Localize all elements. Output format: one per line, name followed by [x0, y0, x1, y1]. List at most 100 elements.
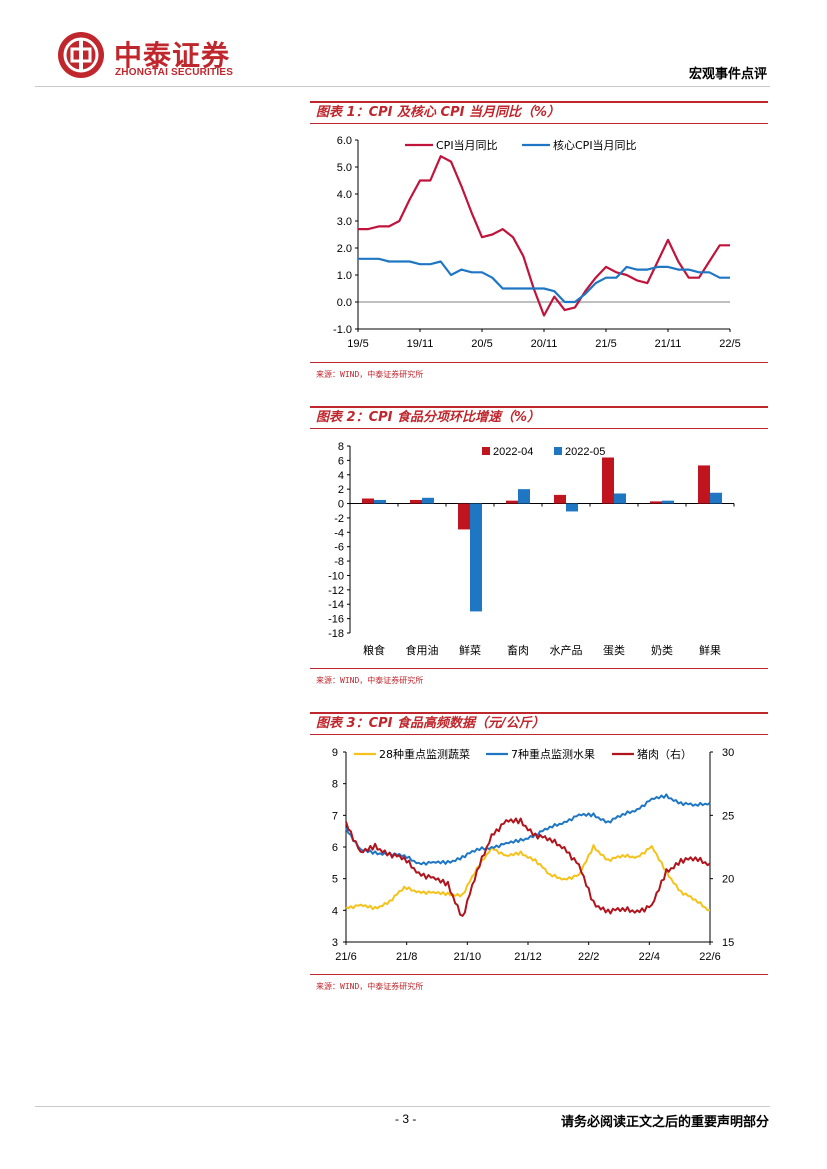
- category-label: 鲜菜: [459, 643, 481, 657]
- figure-3-source: 来源：WIND，中泰证券研究所: [316, 982, 424, 991]
- footer-divider: [35, 1106, 770, 1107]
- y-tick-label: 3.0: [337, 216, 352, 228]
- y-tick-label: -1.0: [333, 324, 352, 336]
- y2-tick-label: 15: [722, 937, 734, 949]
- y-tick-label: 5: [332, 874, 338, 886]
- logo-mark-icon: [63, 37, 99, 73]
- y-tick-label: 4: [332, 905, 338, 917]
- y-tick-label: -8: [334, 556, 344, 568]
- x-tick-label: 21/8: [396, 951, 417, 963]
- cpi-line-chart: 6.0 5.0 4.0 3.0 2.0 1.0 0.0 -1.0 19/5 19/11 20/5 20…: [333, 135, 741, 350]
- y-tick-label: 9: [332, 747, 338, 759]
- figure-1-chart: 6.0 5.0 4.0 3.0 2.0 1.0 0.0 -1.0 19/5 19/11 20/5 20…: [310, 124, 768, 360]
- bar-0-6: [650, 501, 662, 504]
- y-tick-label: 6: [338, 455, 344, 467]
- figure-3-title: 图表 3：CPI 食品高频数据（元/公斤）: [316, 716, 545, 731]
- x-tick-label: 19/5: [347, 338, 368, 350]
- figure-3-chart: 9 8 7 6 5 4 3 30 25 20 15 21/6 21/8 21/10 21/12 22/2 22/…: [310, 736, 768, 972]
- series-line-1: [345, 793, 711, 866]
- y2-tick-label: 30: [722, 747, 734, 759]
- category-label: 水产品: [550, 643, 583, 657]
- figure-2-chart: 8 6 4 2 0 -2 -4 -6 -8 -10 -12 -14 -16 -18 粮食 食用油 鲜菜 畜肉 水产品…: [310, 430, 768, 666]
- legend-label-1: 7种重点监测水果: [511, 747, 595, 761]
- x-tick-label: 22/5: [719, 338, 740, 350]
- category-label: 奶类: [651, 643, 673, 657]
- figure-2-source: 来源：WIND，中泰证券研究所: [316, 676, 424, 685]
- series-line-0: [358, 155, 730, 317]
- y-tick-label: -16: [328, 614, 344, 626]
- y2-tick-label: 25: [722, 810, 734, 822]
- x-tick-label: 20/11: [531, 338, 558, 350]
- category-label: 食用油: [406, 643, 439, 657]
- logo-english-name: ZHONGTAI SECURITIES: [115, 67, 234, 78]
- bar-1-7: [710, 492, 722, 504]
- y-tick-label: 6: [332, 842, 338, 854]
- x-tick-label: 21/6: [335, 951, 356, 963]
- x-tick-label: 22/6: [699, 951, 720, 963]
- bar-1-5: [614, 493, 626, 504]
- series-line-1: [358, 257, 730, 304]
- x-tick-label: 21/12: [514, 951, 542, 963]
- series-line-2: [345, 817, 711, 917]
- y-tick-label: 0.0: [337, 297, 352, 309]
- y-tick-label: 4: [338, 470, 344, 482]
- figure-3-bottom-rule: [310, 974, 768, 975]
- bar-0-1: [410, 499, 422, 504]
- figure-1-title: 图表 1：CPI 及核心 CPI 当月同比（%）: [316, 105, 560, 120]
- x-tick-label: 21/11: [655, 338, 682, 350]
- y2-tick-label: 20: [722, 874, 734, 886]
- figure-2-bottom-rule: [310, 668, 768, 669]
- header-divider: [35, 86, 770, 87]
- bar-0-0: [362, 498, 374, 504]
- bar-1-6: [662, 500, 674, 504]
- y-tick-label: 5.0: [337, 162, 352, 174]
- bar-1-4: [566, 503, 578, 512]
- y-tick-label: 7: [332, 810, 338, 822]
- legend-label-2: 猪肉（右）: [637, 747, 692, 761]
- y-tick-label: -12: [328, 585, 344, 597]
- y-tick-label: -18: [328, 628, 344, 640]
- y-tick-label: -2: [334, 513, 344, 525]
- logo-mark: [58, 32, 104, 78]
- category-label: 粮食: [363, 643, 385, 657]
- y-tick-label: 0: [338, 499, 344, 511]
- bar-0-7: [698, 465, 710, 504]
- bar-0-2: [458, 503, 470, 530]
- y-tick-label: 8: [332, 779, 338, 791]
- report-category: 宏观事件点评: [688, 67, 767, 82]
- y-tick-label: 8: [338, 441, 344, 453]
- figure-3-top-rule: [310, 712, 768, 714]
- x-tick-label: 20/5: [471, 338, 492, 350]
- category-label: 鲜果: [699, 643, 721, 657]
- legend-label-0: CPI当月同比: [436, 138, 498, 152]
- bar-1-3: [518, 489, 530, 504]
- bar-0-5: [602, 457, 614, 504]
- series-line-0: [345, 844, 711, 912]
- bar-1-1: [422, 497, 434, 504]
- figure-3-title-rule: [310, 734, 768, 735]
- x-tick-label: 22/4: [639, 951, 660, 963]
- y-tick-label: -10: [328, 570, 344, 582]
- y-tick-label: -14: [328, 599, 344, 611]
- figure-1-bottom-rule: [310, 362, 768, 363]
- figure-1-source: 来源：WIND，中泰证券研究所: [316, 370, 424, 379]
- y-tick-label: 2.0: [337, 243, 352, 255]
- food-price-line-chart: 9 8 7 6 5 4 3 30 25 20 15 21/6 21/8 21/10 21/12 22/2 22/…: [332, 747, 734, 963]
- x-tick-label: 21/10: [454, 951, 482, 963]
- bar-0-3: [506, 500, 518, 504]
- legend-swatch-0: [482, 447, 490, 455]
- y-tick-label: 6.0: [337, 135, 352, 147]
- figure-2-top-rule: [310, 406, 768, 408]
- figure-2-title-rule: [310, 428, 768, 429]
- y-tick-label: -4: [334, 527, 344, 539]
- y-tick-label: 2: [338, 484, 344, 496]
- disclaimer-text: 请务必阅读正文之后的重要声明部分: [560, 1115, 769, 1130]
- x-tick-label: 22/2: [578, 951, 599, 963]
- bar-1-2: [470, 503, 482, 612]
- bar-0-4: [554, 494, 566, 504]
- x-tick-label: 19/11: [407, 338, 434, 350]
- y-tick-label: 4.0: [337, 189, 352, 201]
- figure-2-title: 图表 2：CPI 食品分项环比增速（%）: [316, 410, 541, 425]
- figure-1-title-rule: [310, 123, 768, 124]
- legend-label-1: 核心CPI当月同比: [553, 138, 637, 152]
